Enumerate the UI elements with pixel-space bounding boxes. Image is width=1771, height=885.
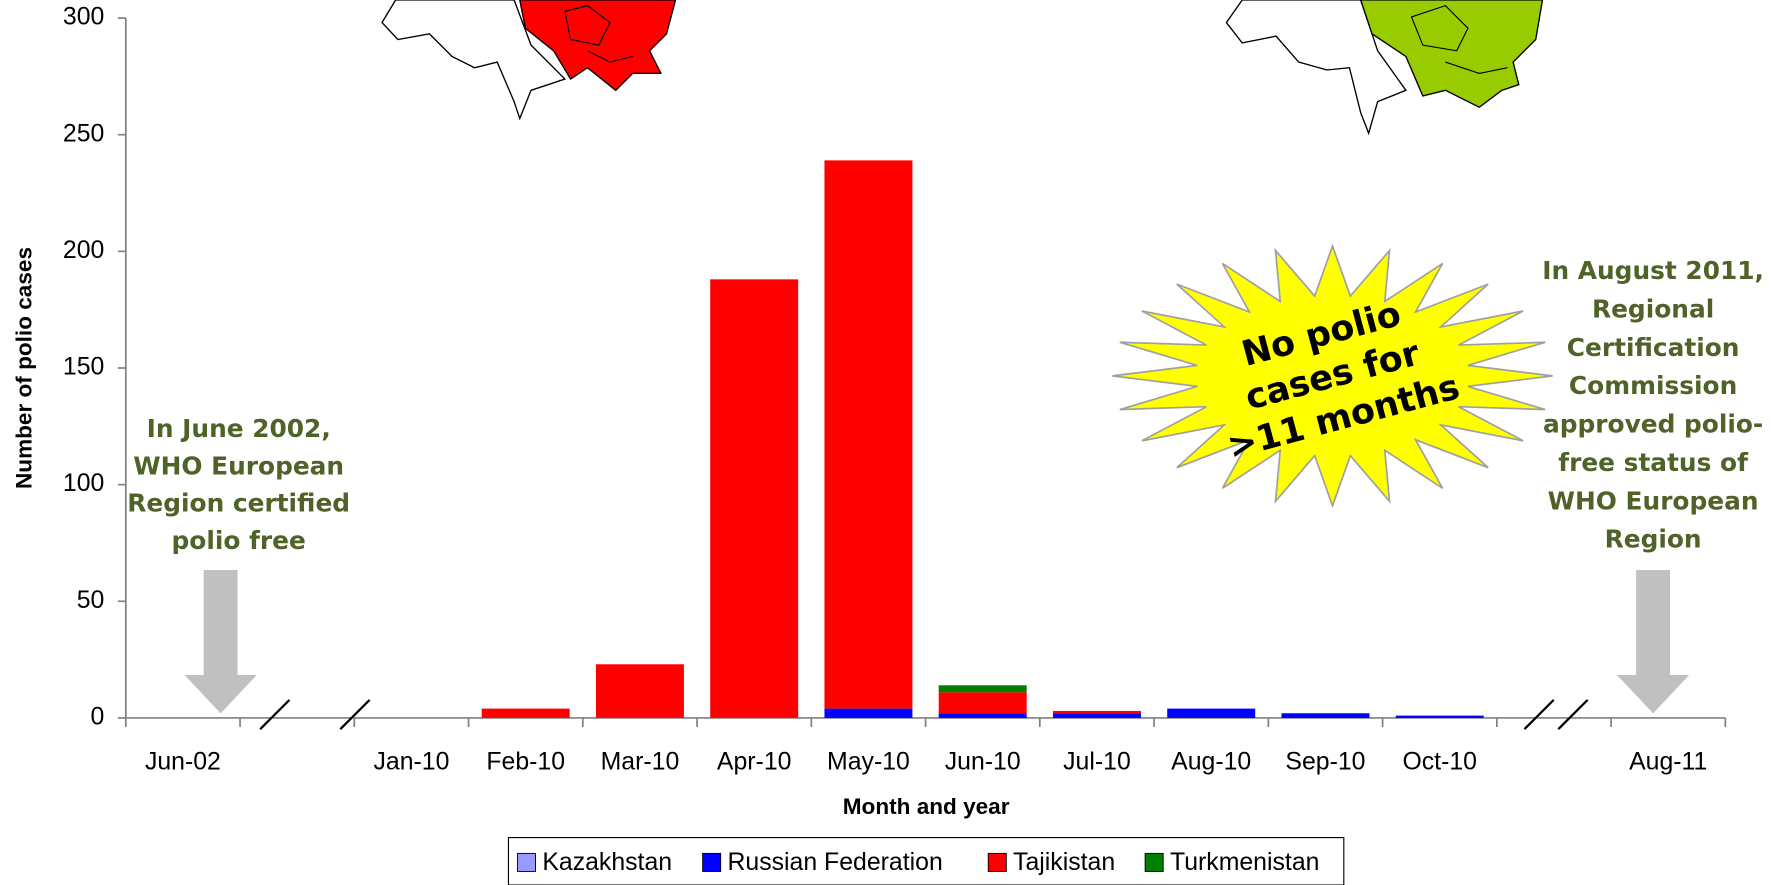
y-tick-label: 150 [63,354,104,381]
bar [481,708,570,718]
arrow [1616,570,1690,714]
starburst [1112,243,1553,509]
bar [595,664,684,718]
annotation: WHO European [133,451,344,480]
map-right [1225,0,1544,136]
legend-swatch [702,852,722,872]
x-tick-label: Jun-02 [145,749,221,776]
bar [824,708,913,718]
y-tick-label: 200 [63,237,104,264]
x-tick-label: Aug-10 [1171,749,1251,776]
y-tick-label: 250 [63,120,104,147]
x-tick-label: Aug-11 [1629,749,1707,776]
annotation: Commission [1569,371,1737,400]
legend-swatch [987,852,1007,872]
bar [1281,713,1370,718]
x-tick-label: Feb-10 [486,749,565,776]
y-tick-label: 300 [63,4,104,31]
x-tick-label: Oct-10 [1402,749,1477,776]
bar [1052,713,1141,718]
legend-swatch [1144,852,1164,872]
x-tick-label: Mar-10 [601,749,680,776]
y-tick-label: 50 [77,587,105,614]
map-left [381,0,677,121]
x-tick-label: Apr-10 [717,749,792,776]
annotation: approved polio- [1543,410,1763,439]
x-tick-label: May-10 [827,749,910,776]
annotation: Certification [1567,333,1740,362]
x-tick-label: Jul-10 [1063,749,1131,776]
bar [710,279,799,718]
bar [1167,708,1256,718]
annotation: polio free [172,526,306,555]
legend-swatch [517,852,537,872]
bar [938,692,1027,714]
legend-label: Turkmenistan [1170,849,1319,876]
annotation: free status of [1558,448,1749,477]
bar [938,713,1027,718]
y-tick-label: 100 [63,470,104,497]
y-axis-title: Number of polio cases [11,247,36,489]
x-tick-label: Jan-10 [373,749,449,776]
legend-label: Kazakhstan [542,849,672,876]
x-axis-title: Month and year [843,794,1010,819]
annotation: In June 2002, [147,414,331,443]
legend-label: Tajikistan [1013,849,1115,876]
annotation: WHO European [1548,486,1759,515]
legend [507,837,1345,885]
annotation: Region certified [127,489,350,518]
bar [824,160,913,709]
annotation: In August 2011, [1542,256,1764,285]
axis-break [259,699,1589,731]
x-tick-label: Jun-10 [945,749,1021,776]
x-tick-label: Sep-10 [1285,749,1365,776]
y-tick-label: 0 [91,703,105,730]
annotation: Regional [1592,294,1714,323]
legend-label: Russian Federation [727,849,942,876]
bar [1395,715,1484,718]
annotation: Region [1605,525,1702,554]
arrow [184,570,257,714]
bar [1052,710,1141,714]
bar [938,685,1027,693]
